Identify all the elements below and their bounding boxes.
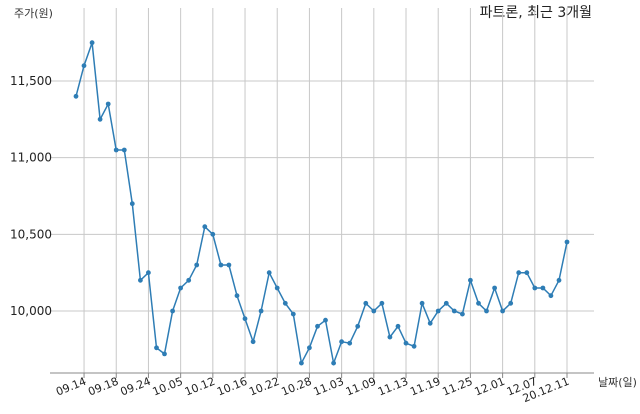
data-point <box>524 270 530 276</box>
data-point <box>492 285 497 291</box>
data-point <box>154 345 159 351</box>
chart-title: 파트론, 최근 3개월 <box>480 5 592 21</box>
data-point <box>307 345 312 351</box>
data-point <box>548 293 554 299</box>
data-point <box>564 239 570 245</box>
data-point <box>178 285 184 291</box>
x-tick-labels: 09.1409.1809.2410.0510.1210.1610.2210.28… <box>54 373 571 405</box>
data-point <box>258 308 264 314</box>
data-point <box>435 308 441 314</box>
data-point <box>170 308 176 314</box>
x-tick-label: 10.28 <box>279 375 313 399</box>
data-point <box>282 300 288 306</box>
x-tick-label: 11.25 <box>440 375 474 399</box>
data-point <box>113 147 119 153</box>
data-point <box>105 101 111 107</box>
y-tick-label: 11,000 <box>10 151 52 165</box>
data-point <box>89 40 95 46</box>
data-point <box>540 285 546 291</box>
y-tick-label: 10,500 <box>10 227 52 241</box>
data-point <box>218 262 224 268</box>
data-point <box>395 323 401 329</box>
data-point <box>290 311 296 317</box>
data-point <box>500 308 505 314</box>
data-point <box>387 334 393 340</box>
data-point <box>226 262 232 268</box>
data-point <box>331 360 336 366</box>
x-tick-label: 11.19 <box>408 375 442 399</box>
data-point <box>323 317 328 323</box>
x-tick-label: 11.09 <box>344 375 378 399</box>
x-tick-label: 11.13 <box>376 375 410 399</box>
data-point <box>516 270 522 276</box>
data-point <box>556 277 562 283</box>
x-tick-label: 09.18 <box>86 375 120 399</box>
x-tick-label: 12.01 <box>473 375 507 399</box>
data-point <box>339 339 344 345</box>
data-point <box>202 224 208 230</box>
data-point <box>299 360 304 366</box>
data-point <box>162 351 167 357</box>
gridlines <box>50 8 594 373</box>
x-tick-label: 10.12 <box>183 375 217 399</box>
y-axis-label: 주가(원) <box>14 7 53 20</box>
data-point <box>210 231 216 237</box>
data-point <box>81 63 87 69</box>
data-point <box>129 201 135 207</box>
data-point <box>443 300 449 306</box>
data-point <box>97 116 103 122</box>
data-point <box>484 308 489 314</box>
x-tick-label: 10.05 <box>151 375 185 399</box>
data-point <box>234 293 240 299</box>
data-point <box>315 323 320 329</box>
y-tick-label: 11,500 <box>10 74 52 88</box>
data-point <box>347 340 353 346</box>
data-point <box>186 277 192 283</box>
data-point <box>194 262 200 268</box>
data-point <box>355 323 361 329</box>
data-point <box>532 285 538 291</box>
data-point <box>403 340 409 346</box>
x-tick-label: 11.03 <box>312 375 346 399</box>
data-point <box>451 308 457 314</box>
data-point <box>427 320 433 326</box>
y-tick-label: 10,000 <box>10 304 52 318</box>
data-point <box>146 270 151 276</box>
x-tick-label: 10.22 <box>247 375 281 399</box>
data-point <box>138 277 143 283</box>
data-point <box>363 300 369 306</box>
x-axis-label: 날짜(일) <box>598 375 637 389</box>
data-point <box>250 339 256 345</box>
data-point <box>242 316 248 322</box>
data-point <box>508 300 514 306</box>
data-points <box>73 40 570 366</box>
data-point <box>476 300 481 306</box>
data-point <box>121 147 127 153</box>
x-tick-label: 09.24 <box>118 375 152 399</box>
series-line <box>75 42 568 366</box>
x-tick-label: 10.16 <box>215 375 249 399</box>
data-point <box>460 311 465 317</box>
data-point <box>411 343 417 349</box>
data-point <box>379 300 385 306</box>
data-point <box>419 300 425 306</box>
data-point <box>73 93 79 99</box>
data-point <box>468 277 473 283</box>
y-tick-labels: 10,000 10,500 11,000 11,500 <box>10 74 52 318</box>
x-tick-label: 09.14 <box>54 375 88 399</box>
data-point <box>371 308 377 314</box>
data-point <box>266 270 272 276</box>
data-point <box>274 285 280 291</box>
